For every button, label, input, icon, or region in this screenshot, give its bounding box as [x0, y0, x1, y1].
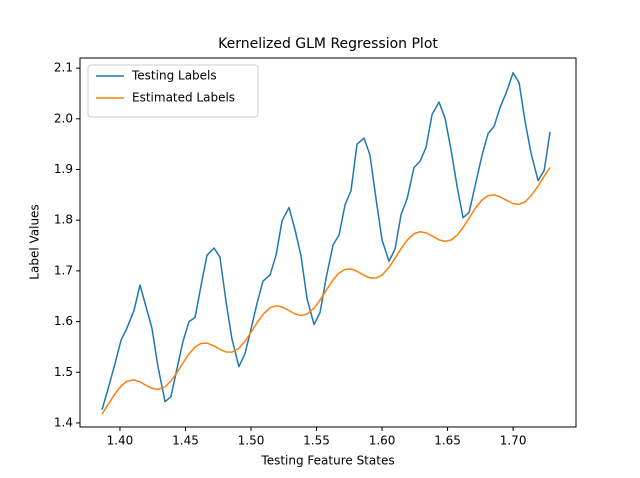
data-line — [101, 167, 551, 415]
legend-label: Testing Labels — [131, 69, 217, 83]
y-tick-label: 1.9 — [54, 162, 73, 176]
chart-title: Kernelized GLM Regression Plot — [218, 36, 438, 52]
y-tick-label: 1.7 — [54, 263, 73, 277]
x-tick-label: 1.40 — [107, 434, 134, 448]
legend-box — [87, 64, 259, 118]
x-tick-label: 1.45 — [172, 434, 199, 448]
y-tick-label: 2.1 — [54, 61, 73, 75]
x-tick-label: 1.70 — [500, 434, 527, 448]
y-tick-label: 1.5 — [54, 365, 73, 379]
y-axis-label: Label Values — [28, 204, 42, 279]
x-tick-label: 1.60 — [369, 434, 396, 448]
plot-frame — [79, 57, 577, 428]
legend-label: Estimated Labels — [132, 91, 235, 105]
data-line — [101, 71, 551, 410]
y-tick-label: 1.6 — [54, 314, 73, 328]
x-tick-label: 1.50 — [238, 434, 265, 448]
y-tick-label: 1.4 — [54, 415, 73, 429]
x-tick-label: 1.55 — [303, 434, 330, 448]
y-tick-label: 2.0 — [54, 111, 73, 125]
x-tick-label: 1.65 — [434, 434, 461, 448]
x-axis-label: Testing Feature States — [260, 454, 394, 468]
y-tick-label: 1.8 — [54, 213, 73, 227]
